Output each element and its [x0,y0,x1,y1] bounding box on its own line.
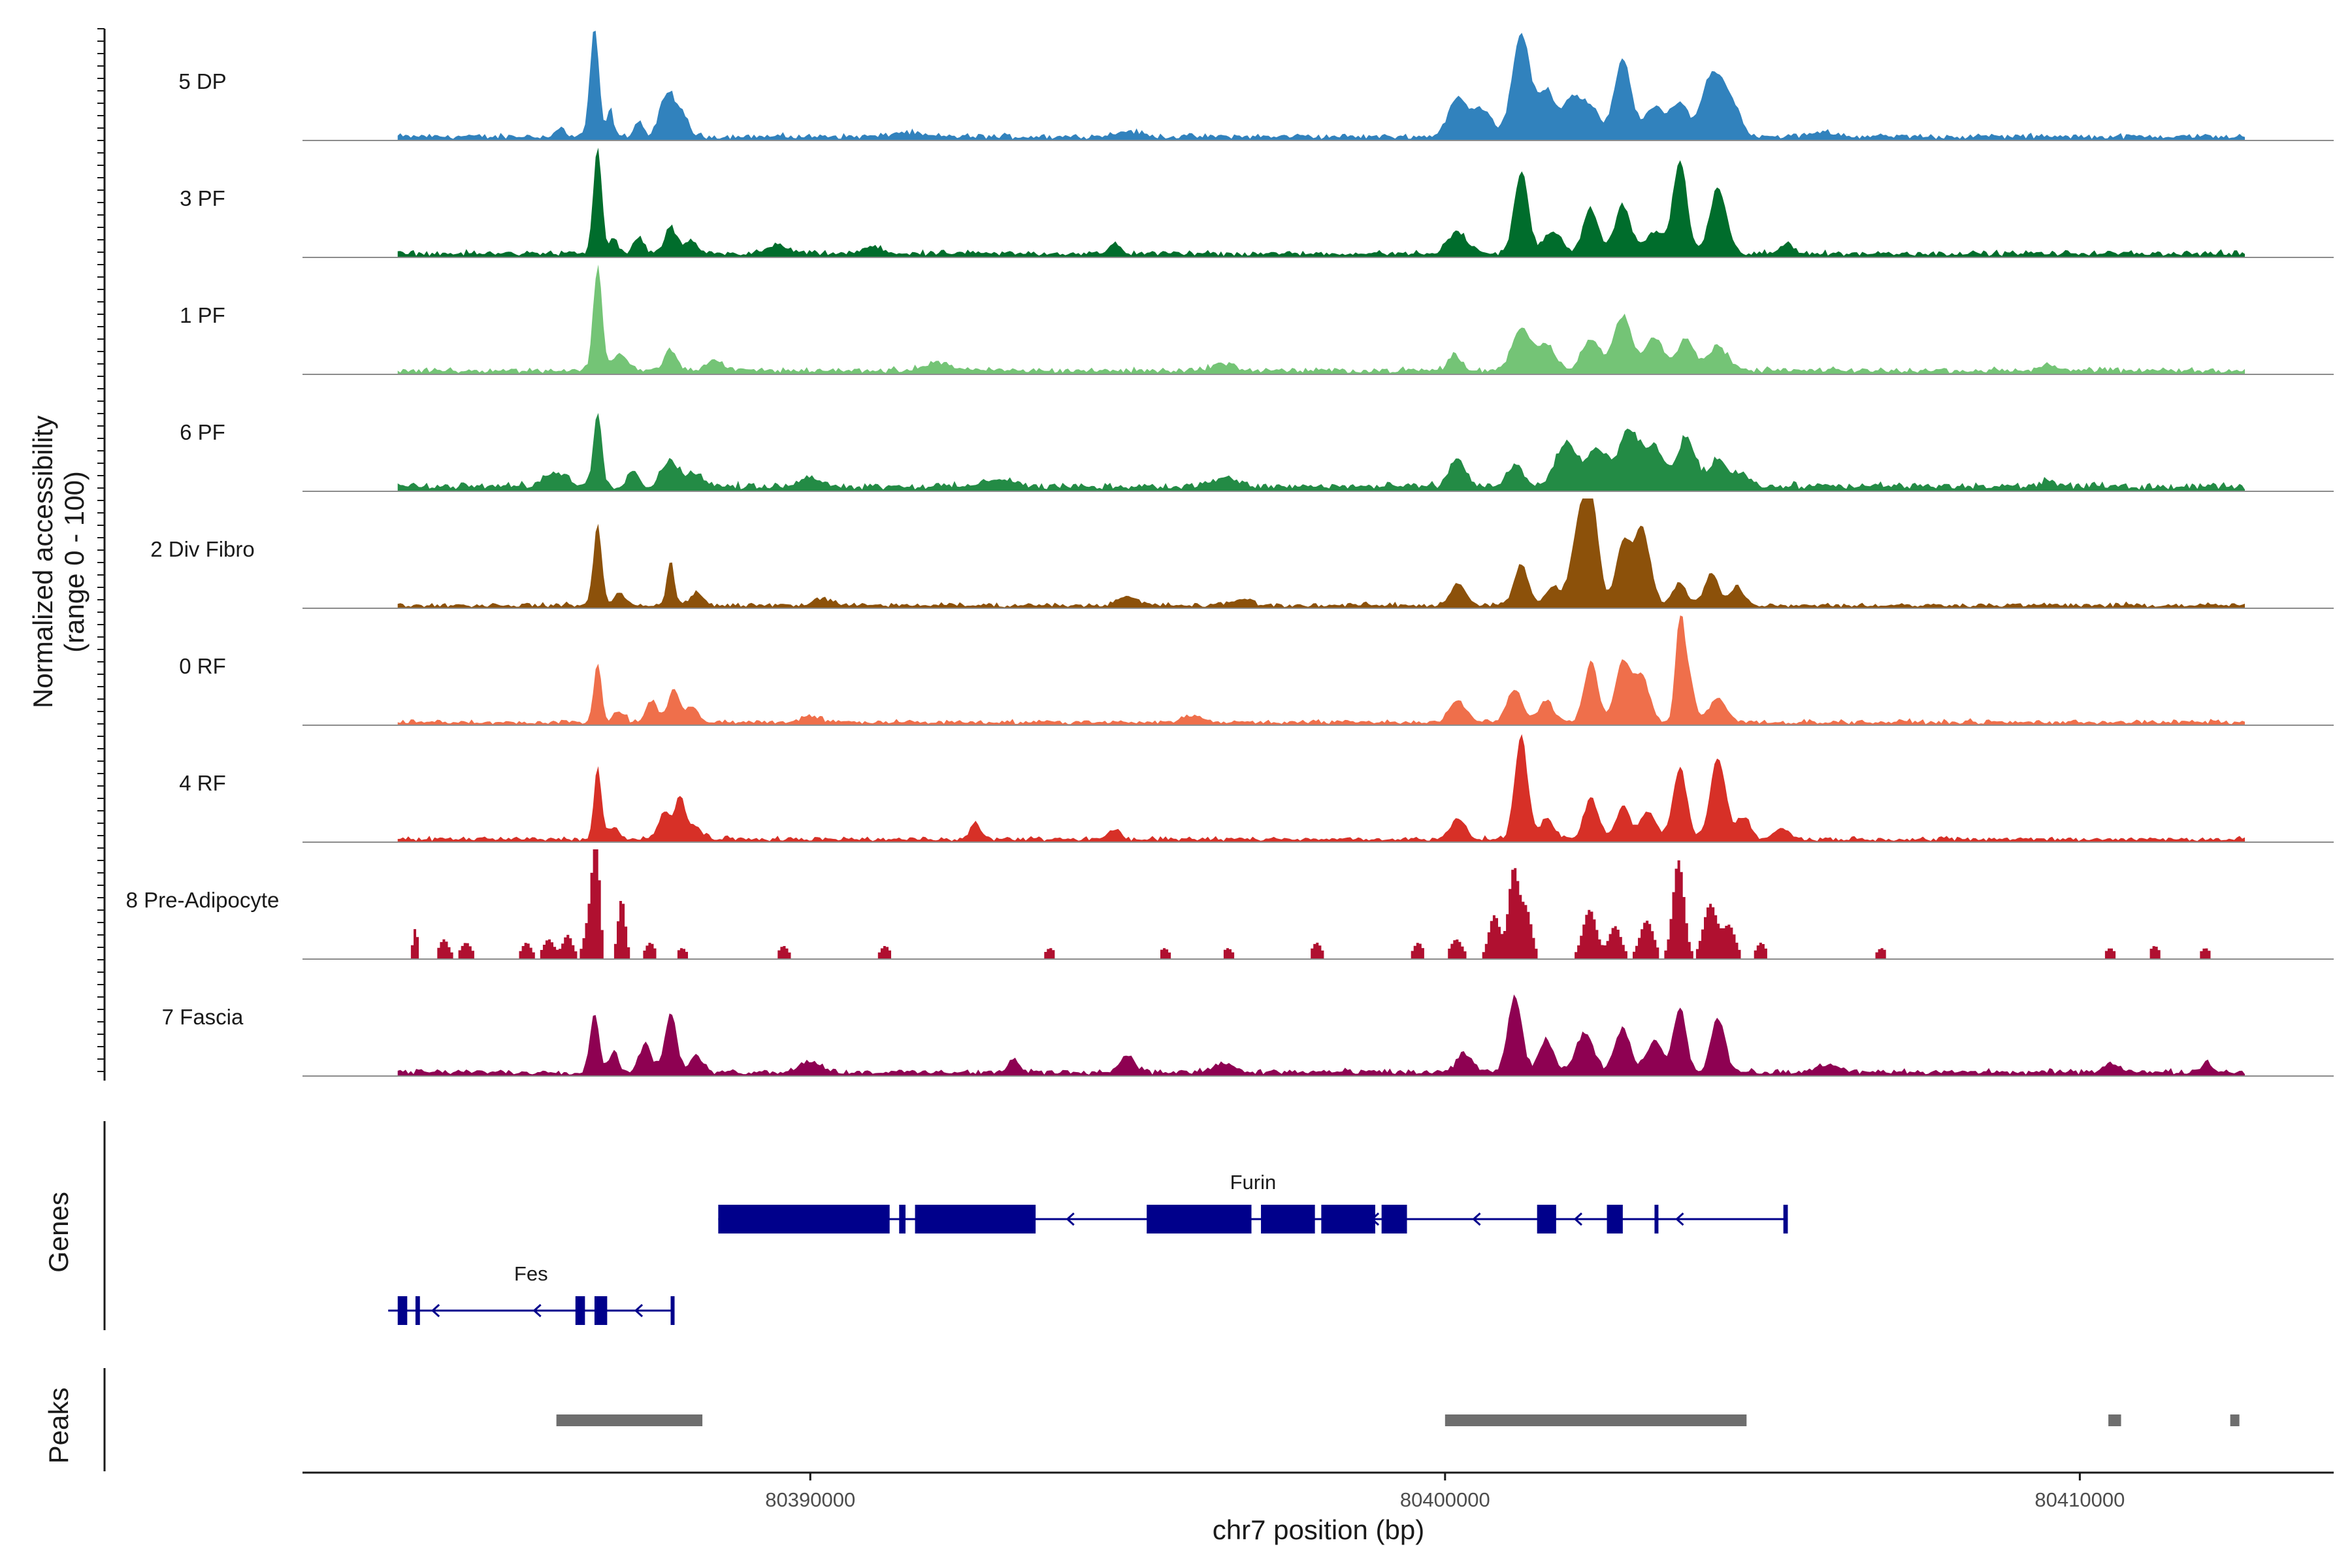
track-label-0-rf: 0 RF [179,654,226,678]
peaks-track [556,1414,2240,1426]
strand-arrow [1675,1212,1684,1226]
strand-arrow [1573,1212,1582,1226]
track-4-rf [302,734,2334,843]
track-label-7-fascia: 7 Fascia [162,1005,244,1029]
coverage-area-0-rf [397,615,2246,725]
strand-arrow [634,1303,644,1318]
exon [594,1296,608,1325]
track-label-3-pf: 3 PF [180,186,225,210]
gene-name-fes: Fes [514,1262,548,1285]
exon [1321,1205,1375,1233]
coverage-area-6-pf [397,413,2246,491]
exon [415,1296,420,1325]
strand-arrow [1066,1212,1075,1226]
exon [1261,1205,1315,1233]
strand-arrow [1472,1212,1481,1226]
coverage-tracks [302,31,2334,1077]
track-8-pre-adipocyte [302,849,2334,960]
coverage-area-5-dp [397,31,2246,140]
track-label-2-div-fibro: 2 Div Fibro [150,537,255,561]
y-axis-title-line2: (range 0 - 100) [59,471,90,653]
track-label-1-pf: 1 PF [180,303,225,327]
gene-furin: Furin [718,1171,1788,1233]
track-2-div-fibro [302,498,2334,609]
x-tick-label: 80400000 [1400,1488,1490,1511]
track-labels: 5 DP 3 PF 1 PF 6 PF 2 Div Fibro 0 RF 4 RF 8 Pre… [126,69,280,1029]
exon [670,1296,675,1325]
track-label-4-rf: 4 RF [179,771,226,795]
track-label-6-pf: 6 PF [180,420,225,444]
exon [1381,1205,1407,1233]
axes: 80390000 80400000 80410000 [97,28,2334,1511]
coverage-area-2-div-fibro [397,498,2246,608]
exon [575,1296,585,1325]
y-axis-title-line1: Normalized accessibility [27,416,58,708]
peaks-track-title: Peaks [43,1388,74,1464]
track-label-5-dp: 5 DP [178,69,226,93]
strand-arrow [431,1303,440,1318]
exon [1783,1205,1788,1233]
exon [899,1205,906,1233]
exon [1607,1205,1623,1233]
gene-name-furin: Furin [1230,1171,1277,1194]
peak-region [1445,1414,1747,1426]
track-5-dp [302,31,2334,141]
genes-track: Fes Furin [388,1171,1788,1325]
peak-region [556,1414,703,1426]
genes-track-title: Genes [43,1192,74,1273]
track-0-rf [302,615,2334,726]
peak-region [2108,1414,2121,1426]
x-tick-label: 80410000 [2034,1488,2125,1511]
coverage-area-3-pf [397,148,2246,257]
strand-arrow [532,1303,542,1318]
track-1-pf [302,265,2334,375]
exon [1654,1205,1659,1233]
gene-fes: Fes [388,1262,675,1325]
track-7-fascia [302,994,2334,1077]
track-6-pf [302,413,2334,492]
exon [915,1205,1036,1233]
coverage-area-4-rf [397,734,2246,842]
coverage-area-7-fascia [397,994,2246,1076]
x-tick-label: 80390000 [765,1488,855,1511]
track-3-pf [302,148,2334,258]
track-label-8-pre-adipocyte: 8 Pre-Adipocyte [126,888,280,912]
exon [397,1296,408,1325]
exon [718,1205,890,1233]
peak-region [2230,1414,2240,1426]
x-axis-title: chr7 position (bp) [1213,1514,1425,1545]
coverage-area-1-pf [397,265,2246,374]
exon [1147,1205,1252,1233]
coverage-area-8-pre-adipocyte [397,849,2246,959]
exon [1537,1205,1556,1233]
